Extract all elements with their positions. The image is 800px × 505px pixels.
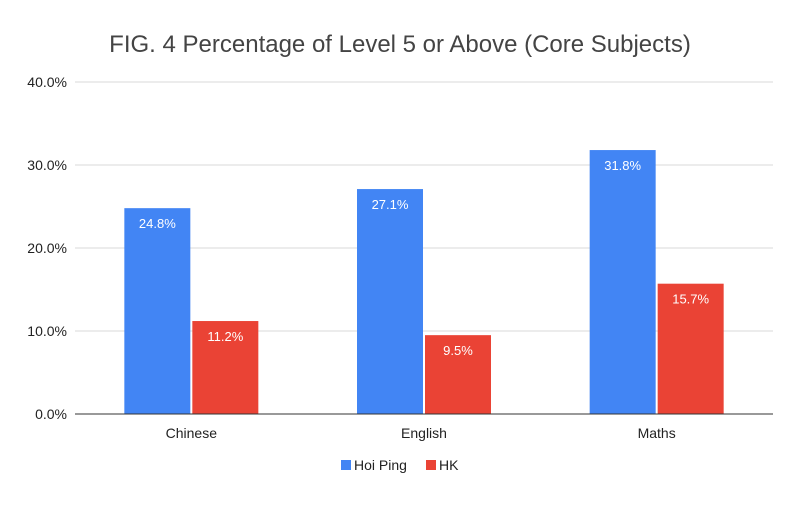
bar-hoi-ping-chinese	[124, 208, 191, 414]
data-labels: 24.8% 11.2% 27.1% 9.5% 31.8% 15.7%	[139, 158, 710, 358]
chart-title: FIG. 4 Percentage of Level 5 or Above (C…	[109, 31, 691, 58]
x-axis-tick-labels: Chinese English Maths	[166, 425, 676, 441]
data-label: 31.8%	[604, 158, 641, 173]
bar-hk-maths	[657, 283, 724, 414]
x-tick-label-english: English	[401, 425, 447, 441]
legend-swatch-hoi-ping	[341, 460, 351, 470]
y-tick-label: 30.0%	[27, 157, 67, 173]
gridlines	[75, 81, 773, 332]
x-tick-label-chinese: Chinese	[166, 425, 218, 441]
legend-label-hoi-ping: Hoi Ping	[354, 457, 407, 473]
legend: Hoi Ping HK	[341, 457, 459, 473]
bar-hoi-ping-maths	[589, 150, 656, 414]
y-tick-label: 40.0%	[27, 74, 67, 90]
legend-label-hk: HK	[439, 457, 459, 473]
x-tick-label-maths: Maths	[638, 425, 676, 441]
y-tick-label: 10.0%	[27, 323, 67, 339]
y-tick-label: 20.0%	[27, 240, 67, 256]
bars	[124, 150, 724, 414]
y-axis-tick-labels: 0.0% 10.0% 20.0% 30.0% 40.0%	[27, 74, 67, 422]
legend-swatch-hk	[426, 460, 436, 470]
bar-hk-chinese	[192, 321, 259, 414]
data-label: 27.1%	[372, 197, 409, 212]
data-label: 15.7%	[672, 292, 709, 307]
bar-hk-english	[425, 335, 491, 414]
y-tick-label: 0.0%	[35, 406, 67, 422]
data-label: 24.8%	[139, 216, 176, 231]
data-label: 11.2%	[207, 329, 243, 344]
data-label: 9.5%	[443, 343, 473, 358]
bar-hoi-ping-english	[357, 189, 423, 414]
